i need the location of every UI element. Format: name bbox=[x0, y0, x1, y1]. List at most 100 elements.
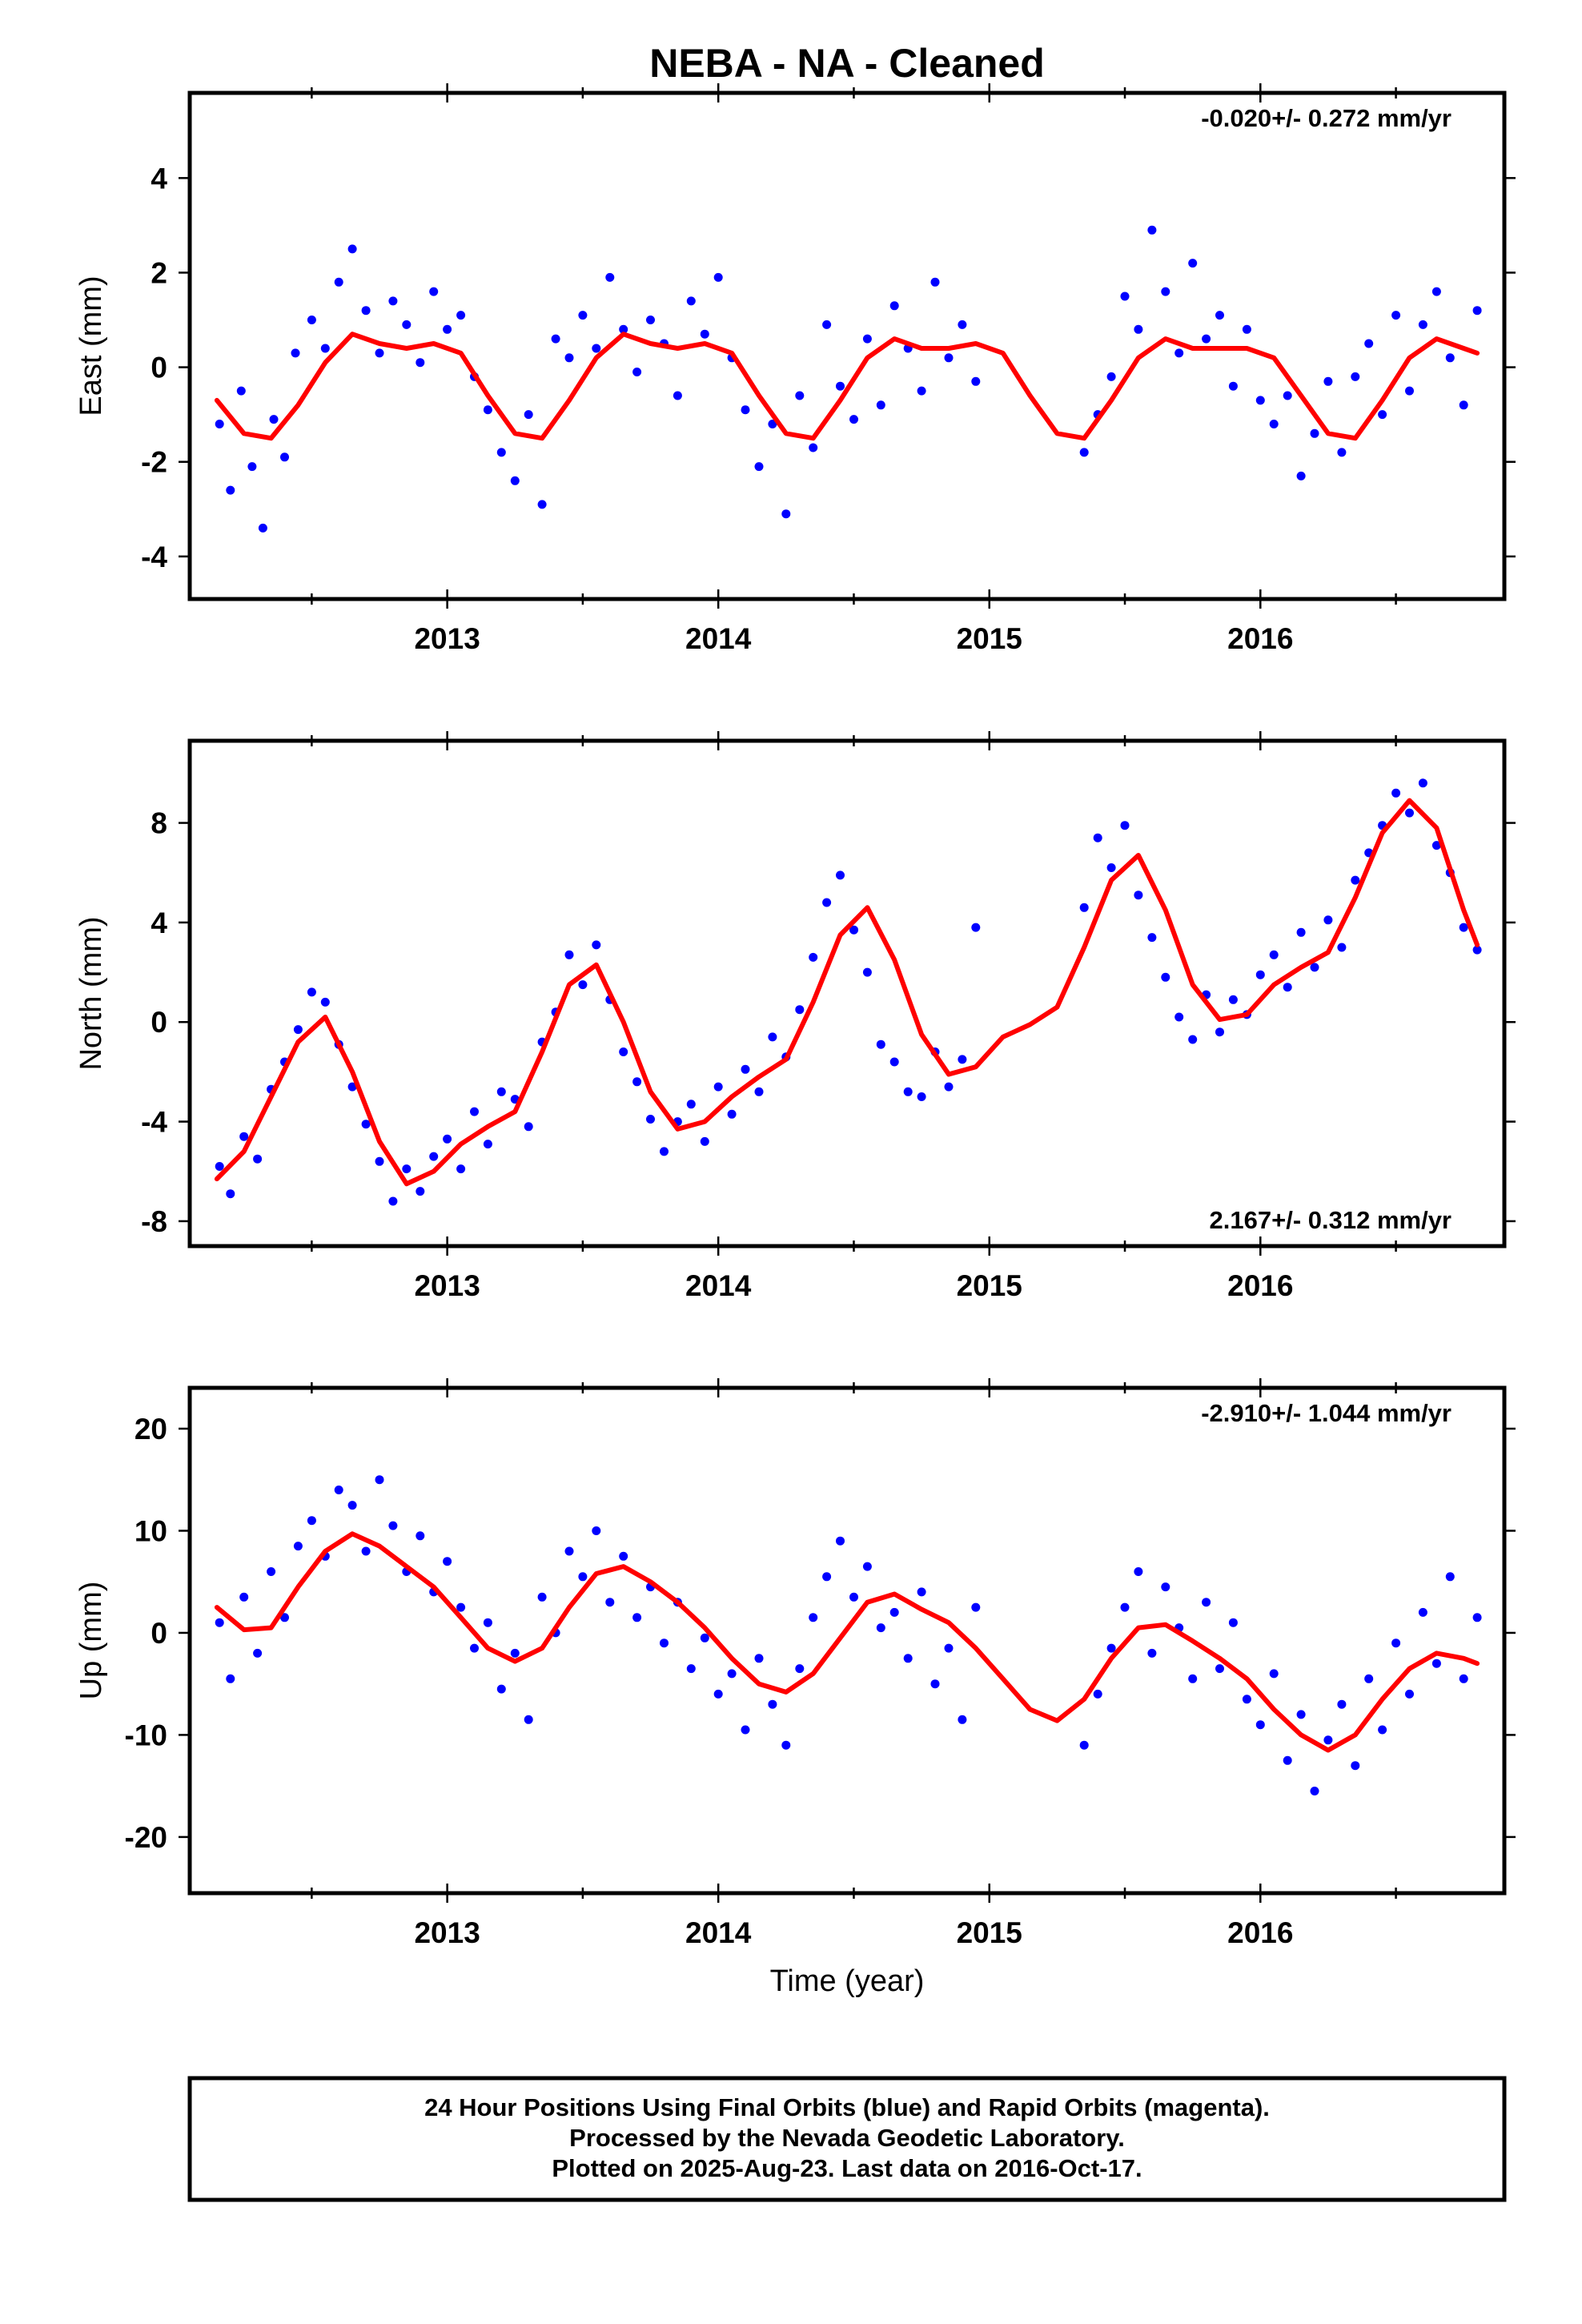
north-data-point bbox=[416, 1187, 425, 1196]
north-data-point bbox=[1418, 778, 1427, 788]
east-data-point bbox=[781, 509, 791, 519]
up-data-point bbox=[1459, 1674, 1468, 1683]
up-data-point bbox=[1242, 1695, 1251, 1704]
east-data-point bbox=[1296, 471, 1306, 480]
north-data-point bbox=[822, 898, 832, 907]
east-data-point bbox=[236, 386, 246, 396]
north-data-point bbox=[876, 1039, 885, 1049]
east-data-point bbox=[1337, 448, 1347, 457]
east-data-point bbox=[944, 353, 954, 363]
north-data-point bbox=[564, 950, 574, 959]
north-y-axis: -8 -4 0 4 8 bbox=[141, 807, 1516, 1238]
footer-line-3: Plotted on 2025-Aug-23. Last data on 201… bbox=[552, 2154, 1142, 2182]
up-data-point bbox=[592, 1526, 601, 1535]
up-data-point bbox=[849, 1592, 858, 1602]
up-data-point bbox=[564, 1546, 574, 1556]
north-data-point bbox=[388, 1196, 398, 1206]
up-x-tick-label: 2013 bbox=[414, 1916, 480, 1949]
north-data-point bbox=[429, 1152, 439, 1161]
north-data-point bbox=[375, 1156, 384, 1166]
east-data-point bbox=[1378, 410, 1387, 420]
up-data-point bbox=[1269, 1669, 1279, 1679]
east-data-point bbox=[334, 277, 343, 287]
east-y-tick-label: -4 bbox=[141, 541, 167, 573]
east-y-tick-label: 0 bbox=[151, 352, 167, 384]
east-y-tick-label: 2 bbox=[151, 256, 167, 289]
east-data-point bbox=[1269, 420, 1279, 428]
east-data-point bbox=[849, 415, 858, 424]
up-data-point bbox=[1120, 1602, 1130, 1612]
east-data-point bbox=[1228, 381, 1238, 391]
east-data-point bbox=[700, 329, 709, 339]
east-data-point bbox=[1391, 311, 1401, 320]
footer-line-1: 24 Hour Positions Using Final Orbits (bl… bbox=[424, 2093, 1270, 2121]
north-data-point bbox=[1296, 927, 1306, 937]
east-data-point bbox=[1283, 391, 1292, 400]
east-data-point bbox=[592, 344, 601, 353]
north-data-point bbox=[903, 1087, 913, 1096]
east-data-point bbox=[917, 386, 926, 396]
up-data-point bbox=[686, 1664, 696, 1674]
up-data-point bbox=[253, 1648, 263, 1658]
up-data-point bbox=[1310, 1787, 1319, 1795]
up-x-tick-label: 2014 bbox=[685, 1916, 752, 1949]
east-data-point bbox=[1202, 334, 1211, 344]
footer-box: 24 Hour Positions Using Final Orbits (bl… bbox=[187, 2076, 1507, 2202]
east-data-point bbox=[510, 476, 520, 485]
east-data-point bbox=[320, 344, 330, 353]
up-data-point bbox=[456, 1602, 466, 1612]
up-data-point bbox=[809, 1613, 818, 1622]
figure-title: NEBA - NA - Cleaned bbox=[649, 41, 1045, 86]
north-data-point bbox=[958, 1055, 967, 1064]
up-data-point bbox=[754, 1654, 764, 1663]
up-data-point bbox=[347, 1501, 357, 1510]
up-rate-annotation: -2.910+/- 1.044 mm/yr bbox=[1201, 1399, 1452, 1427]
east-data-point bbox=[605, 272, 615, 282]
up-x-tick-label: 2016 bbox=[1227, 1916, 1293, 1949]
up-data-point bbox=[280, 1613, 289, 1622]
east-data-point bbox=[388, 296, 398, 306]
east-data-point bbox=[375, 348, 384, 358]
east-data-point bbox=[632, 368, 642, 376]
east-data-point bbox=[1188, 259, 1198, 268]
up-plot-frame bbox=[187, 1385, 1507, 1896]
east-data-point bbox=[619, 324, 628, 334]
east-y-axis-label: East (mm) bbox=[74, 275, 108, 416]
up-data-point bbox=[917, 1587, 926, 1597]
east-x-tick-label: 2014 bbox=[685, 622, 752, 655]
up-x-axis: 2013 2014 2015 2016 bbox=[311, 1378, 1397, 1949]
north-data-point bbox=[1283, 983, 1292, 992]
up-data-point bbox=[334, 1486, 343, 1494]
north-data-point bbox=[632, 1077, 642, 1087]
north-y-tick-label: -4 bbox=[141, 1106, 167, 1139]
east-data-point bbox=[1255, 396, 1265, 405]
east-data-point bbox=[347, 244, 357, 254]
up-data-point bbox=[307, 1516, 316, 1526]
up-data-point bbox=[1364, 1674, 1374, 1683]
east-data-point bbox=[416, 358, 425, 368]
east-data-point bbox=[402, 320, 412, 329]
up-x-axis-label: Time (year) bbox=[770, 1964, 925, 1998]
east-y-tick-label: 4 bbox=[151, 162, 167, 195]
east-data-point bbox=[1445, 353, 1455, 363]
north-panel: 2013 2014 2015 2016 -8 -4 0 4 8 North (mm) 2.167+/… bbox=[74, 731, 1516, 1302]
north-data-point bbox=[1337, 943, 1347, 952]
north-data-point bbox=[402, 1164, 412, 1174]
up-data-point bbox=[700, 1633, 709, 1642]
east-points bbox=[215, 225, 1482, 533]
up-y-axis: -20 -10 0 10 20 bbox=[125, 1413, 1516, 1854]
up-data-point bbox=[1134, 1567, 1143, 1576]
up-data-point bbox=[537, 1592, 547, 1602]
up-data-point bbox=[930, 1679, 940, 1689]
north-data-point bbox=[1161, 972, 1170, 982]
north-data-point bbox=[293, 1025, 303, 1035]
up-data-point bbox=[1405, 1689, 1414, 1699]
east-data-point bbox=[247, 462, 257, 472]
north-plot-frame bbox=[187, 738, 1507, 1248]
east-data-point bbox=[551, 334, 560, 344]
north-data-point bbox=[1174, 1012, 1184, 1022]
up-data-point bbox=[524, 1715, 533, 1724]
east-data-point bbox=[971, 376, 981, 386]
north-data-point bbox=[470, 1107, 479, 1116]
north-x-axis: 2013 2014 2015 2016 bbox=[311, 731, 1397, 1302]
